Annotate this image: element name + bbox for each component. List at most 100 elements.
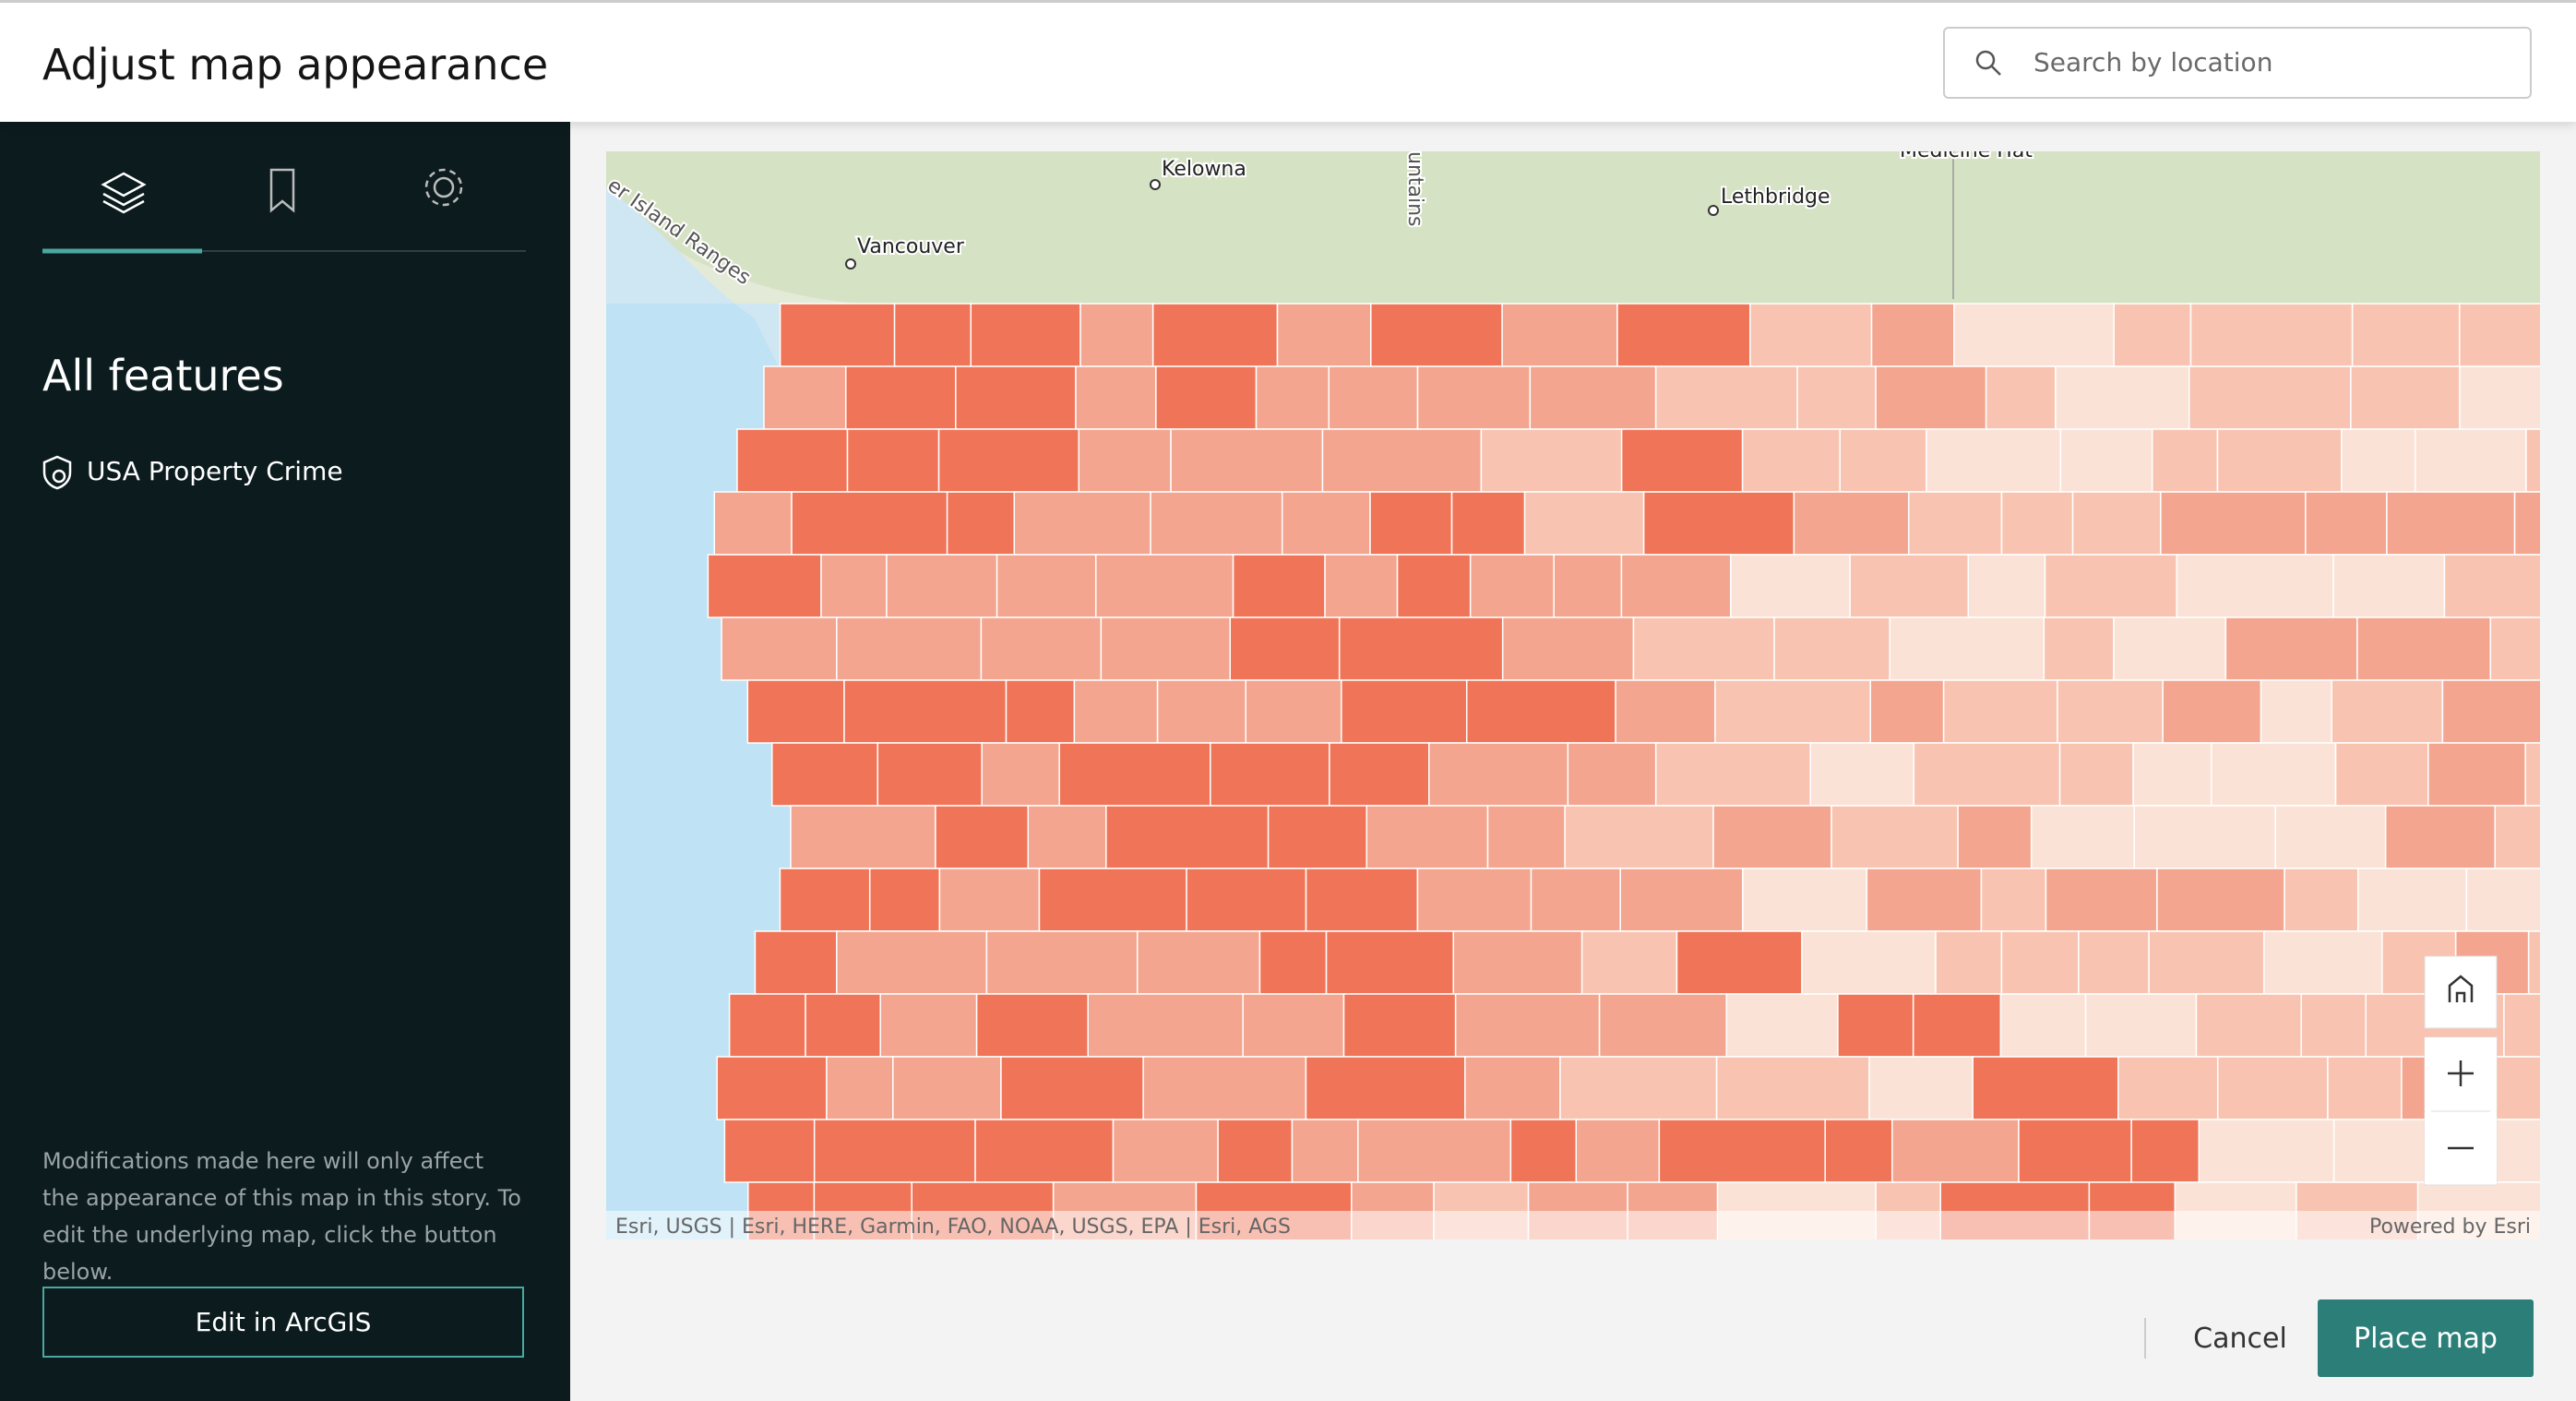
county	[1654, 365, 1798, 430]
county	[1869, 679, 1945, 744]
county	[1342, 993, 1457, 1058]
county	[1155, 365, 1258, 430]
county	[763, 365, 847, 430]
county	[1866, 868, 1983, 932]
county	[975, 993, 1089, 1058]
county	[707, 554, 822, 618]
county	[1801, 930, 1937, 995]
settings-tab[interactable]	[433, 176, 455, 198]
county	[826, 1056, 894, 1120]
county	[2133, 805, 2276, 869]
county	[716, 1056, 828, 1120]
county	[1559, 1056, 1718, 1120]
county	[1868, 1056, 1974, 1120]
county	[1999, 993, 2087, 1058]
county	[2045, 868, 2158, 932]
county	[2057, 679, 2164, 744]
county	[1529, 365, 1657, 430]
county	[2211, 742, 2337, 807]
county	[1567, 742, 1657, 807]
county	[1972, 1056, 2119, 1120]
county	[935, 805, 1030, 869]
county	[1005, 679, 1076, 744]
county	[1793, 491, 1910, 556]
county	[1075, 365, 1157, 430]
county	[1325, 930, 1455, 995]
county	[868, 868, 941, 932]
county	[879, 993, 978, 1058]
county	[771, 742, 879, 807]
county	[1889, 617, 2045, 681]
county	[1465, 679, 1616, 744]
county	[2386, 491, 2516, 556]
county	[996, 554, 1097, 618]
county	[2341, 428, 2416, 493]
county	[1953, 303, 2115, 367]
county	[2443, 554, 2540, 618]
county	[937, 428, 1080, 493]
layers-tab[interactable]	[101, 172, 147, 214]
county	[1714, 679, 1872, 744]
county	[1615, 679, 1716, 744]
county	[1094, 554, 1234, 618]
county	[938, 868, 1041, 932]
edit-button[interactable]: Edit in ArcGIS	[42, 1287, 524, 1358]
county	[2331, 679, 2444, 744]
layer-item[interactable]: USA Property Crime	[87, 456, 343, 486]
county	[1935, 930, 2003, 995]
county	[2351, 303, 2461, 367]
county	[1501, 303, 1618, 367]
county	[2503, 993, 2540, 1058]
county	[1985, 365, 2057, 430]
county	[2198, 1119, 2335, 1183]
county	[2084, 993, 2198, 1058]
county	[1276, 303, 1372, 367]
county	[820, 554, 888, 618]
county	[1870, 303, 1955, 367]
county	[1809, 742, 1915, 807]
county	[2195, 993, 2302, 1058]
county	[1305, 1056, 1466, 1120]
county	[1142, 1056, 1307, 1120]
county	[1796, 365, 1877, 430]
county	[1396, 554, 1472, 618]
county	[754, 930, 838, 995]
county	[2334, 742, 2429, 807]
county	[746, 679, 845, 744]
county	[1742, 868, 1868, 932]
search-placeholder: Search by location	[2033, 47, 2273, 78]
search-box[interactable]: Search by location	[1943, 27, 2532, 99]
county	[2216, 428, 2343, 493]
map[interactable]: Kelowna Vancouver Lethbridge Medicine Ha…	[606, 151, 2540, 1239]
county	[2274, 805, 2387, 869]
map-label: Vancouver	[857, 235, 965, 258]
county	[1509, 1119, 1578, 1183]
county	[2188, 365, 2352, 430]
county	[1229, 617, 1341, 681]
county	[1105, 805, 1270, 869]
bookmarks-tab[interactable]	[269, 168, 295, 213]
county	[2300, 993, 2367, 1058]
county	[1079, 303, 1154, 367]
county	[1136, 930, 1261, 995]
county	[1258, 930, 1328, 995]
county	[974, 1119, 1115, 1183]
cancel-button[interactable]: Cancel	[2193, 1322, 2287, 1355]
county	[836, 617, 983, 681]
county	[813, 1119, 976, 1183]
county	[1073, 679, 1159, 744]
county	[1450, 491, 1526, 556]
county	[980, 617, 1103, 681]
county	[892, 1056, 1002, 1120]
county	[2489, 617, 2540, 681]
county	[877, 742, 983, 807]
county	[1000, 1056, 1144, 1120]
place-map-button[interactable]: Place map	[2318, 1299, 2534, 1377]
county	[2130, 1119, 2200, 1183]
county	[1112, 1119, 1219, 1183]
county	[2189, 303, 2354, 367]
county	[790, 805, 936, 869]
search-icon	[1975, 50, 2001, 76]
county	[1957, 805, 2033, 869]
